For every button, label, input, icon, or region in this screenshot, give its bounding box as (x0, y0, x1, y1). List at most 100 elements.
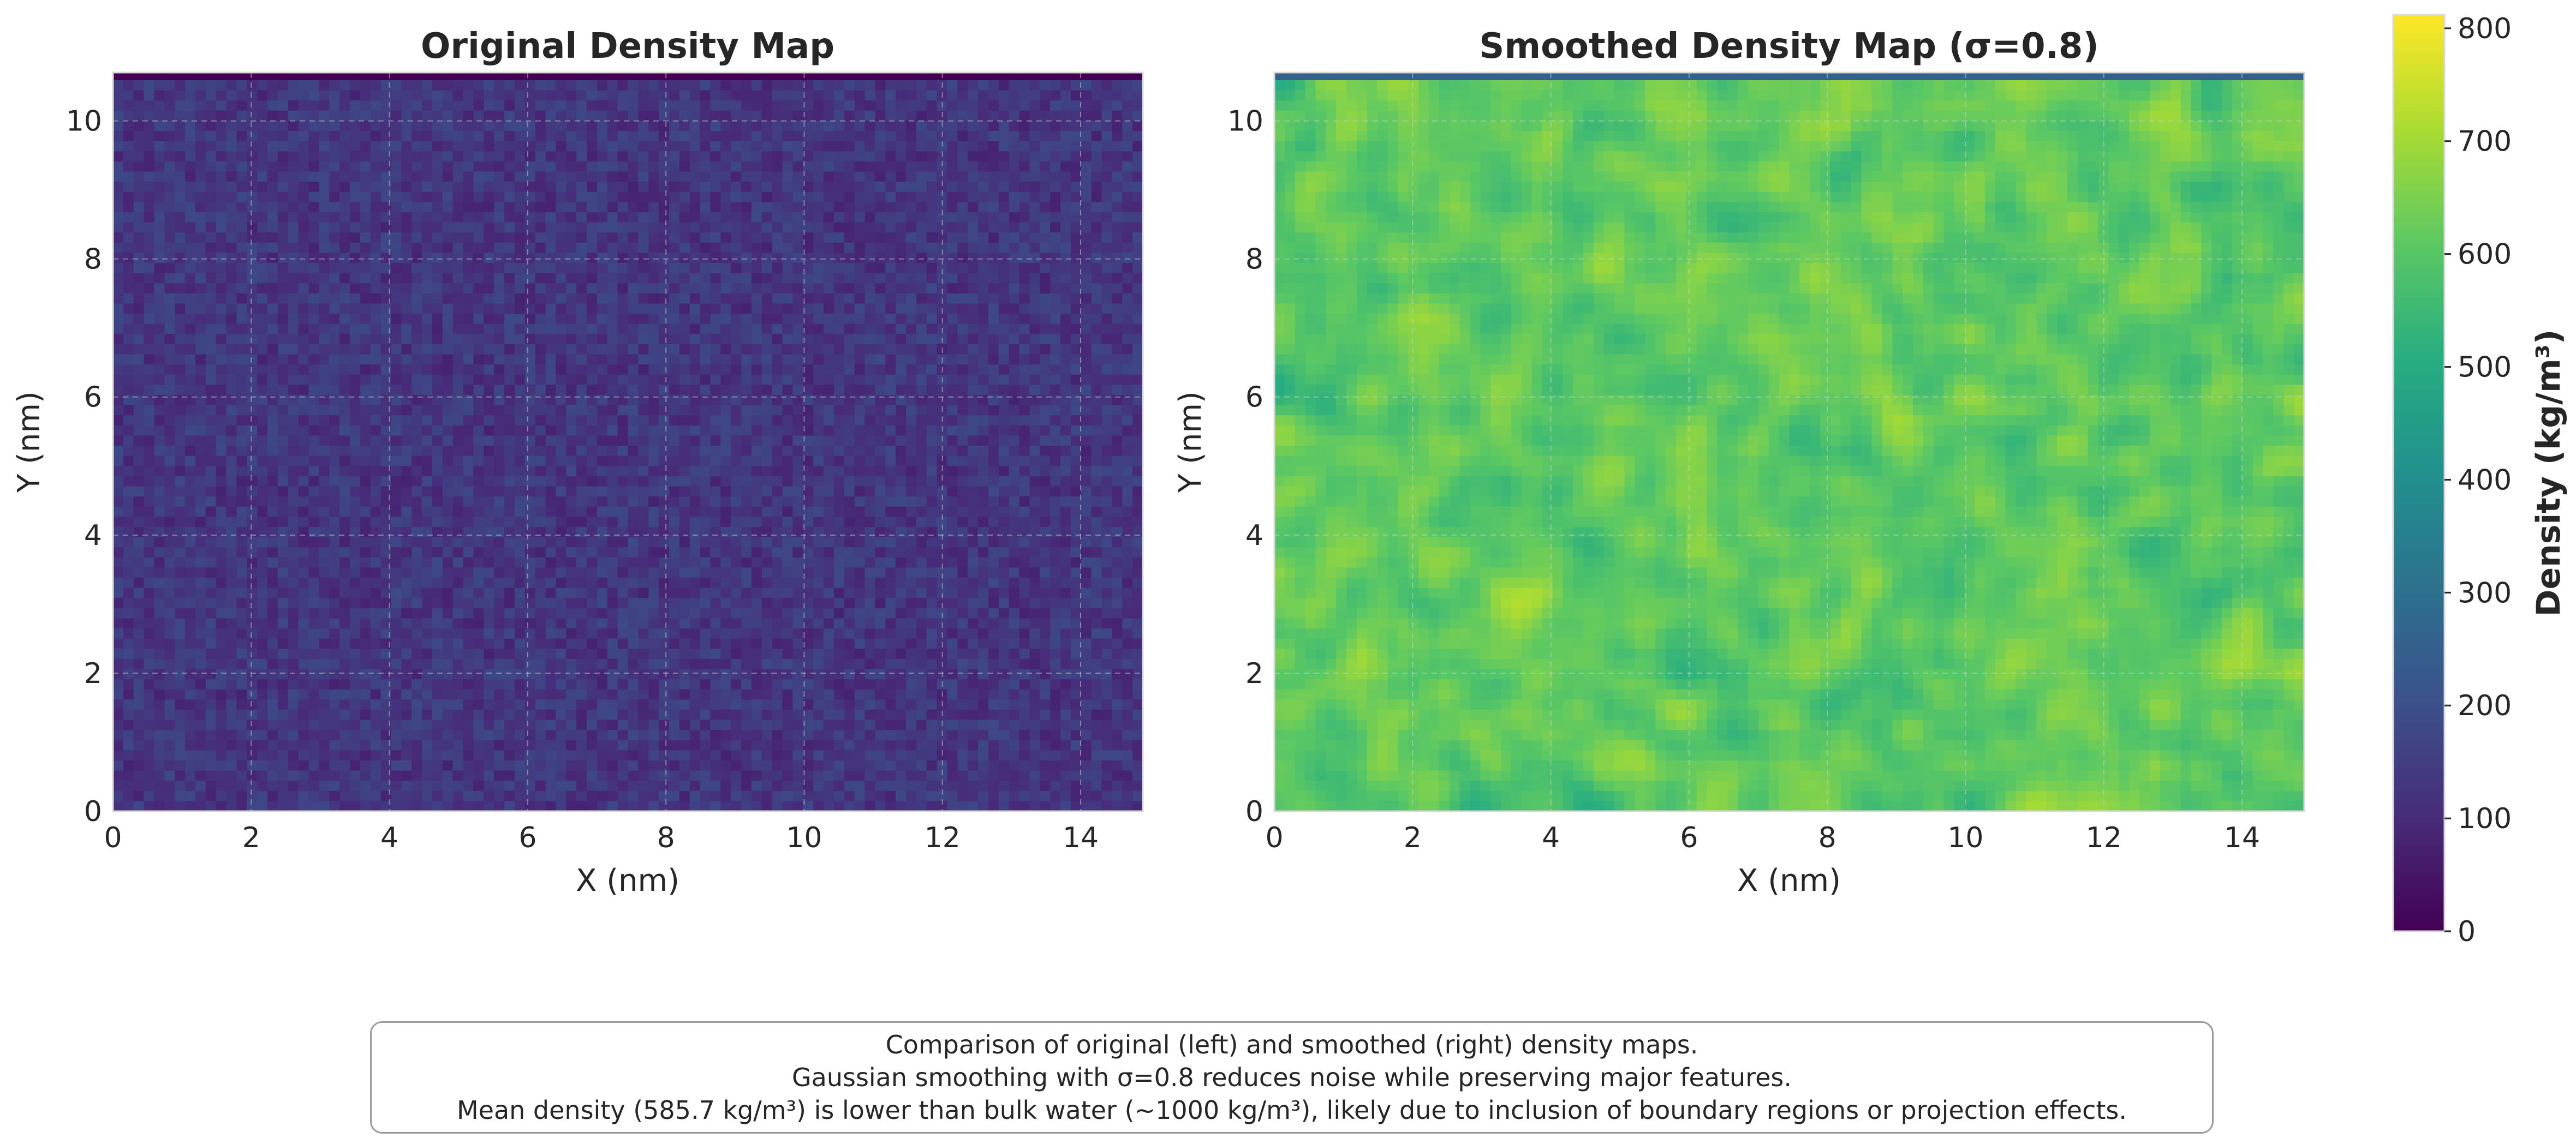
heatmap-cell (752, 121, 762, 131)
heatmap-cell (185, 578, 195, 588)
heatmap-cell (216, 91, 226, 101)
heatmap-cell (896, 131, 906, 141)
heatmap-cell (679, 355, 690, 365)
heatmap-cell (319, 375, 329, 385)
heatmap-cell (607, 344, 618, 355)
heatmap-cell (916, 111, 927, 121)
heatmap-cell (947, 121, 957, 131)
heatmap-cell (597, 294, 607, 304)
heatmap-cell (1019, 324, 1030, 334)
heatmap-cell (319, 446, 329, 456)
heatmap-cell (648, 161, 659, 172)
heatmap-cell (473, 405, 484, 416)
heatmap-cell (339, 567, 350, 578)
heatmap-cell (1071, 121, 1081, 131)
heatmap-cell (1009, 385, 1019, 395)
heatmap-cell (257, 558, 267, 568)
heatmap-cell (824, 486, 834, 496)
heatmap-cell (453, 273, 463, 284)
heatmap-cell (299, 182, 309, 192)
heatmap-cell (175, 192, 185, 202)
heatmap-cell (731, 435, 741, 446)
heatmap-cell (1050, 131, 1060, 141)
heatmap-cell (638, 578, 648, 588)
heatmap-cell (947, 161, 957, 172)
heatmap-cell (329, 435, 339, 446)
heatmap-cell (546, 243, 556, 253)
heatmap-cell (1112, 100, 1122, 111)
heatmap-cell (752, 466, 762, 476)
heatmap-cell (236, 486, 247, 496)
heatmap-cell (339, 415, 350, 426)
heatmap-cell (412, 273, 422, 284)
heatmap-cell (1122, 263, 1132, 273)
heatmap-cell (257, 283, 267, 294)
heatmap-cell (1122, 151, 1132, 161)
heatmap-cell (484, 426, 494, 436)
heatmap-cell (164, 294, 175, 304)
heatmap-cell (824, 375, 834, 385)
heatmap-cell (1029, 212, 1040, 223)
heatmap-cell (824, 253, 834, 263)
heatmap-cell (350, 223, 360, 233)
heatmap-cell (371, 567, 381, 578)
heatmap-cell (371, 517, 381, 527)
heatmap-cell (226, 131, 237, 141)
heatmap-cell (906, 223, 916, 233)
heatmap-cell (720, 426, 731, 436)
heatmap-cell (1071, 466, 1081, 476)
heatmap-cell (1122, 426, 1132, 436)
heatmap-cell (206, 80, 216, 91)
heatmap-cell (1019, 456, 1030, 466)
heatmap-cell (1029, 223, 1040, 233)
heatmap-cell (597, 476, 607, 487)
heatmap-cell (896, 385, 906, 395)
heatmap-cell (865, 496, 875, 507)
heatmap-cell (175, 80, 185, 91)
heatmap-cell (494, 131, 504, 141)
heatmap-cell (607, 253, 618, 263)
heatmap-cell (154, 80, 164, 91)
heatmap-cell (885, 111, 896, 121)
heatmap-cell (792, 121, 803, 131)
heatmap-cell (1132, 263, 1143, 273)
heatmap-cell (875, 385, 885, 395)
heatmap-cell (123, 273, 134, 284)
heatmap-cell (576, 375, 587, 385)
heatmap-cell (154, 223, 164, 233)
heatmap-cell (731, 151, 741, 161)
heatmap-cell (628, 273, 639, 284)
heatmap-cell (154, 466, 164, 476)
heatmap-cell (607, 324, 618, 334)
heatmap-cell (875, 547, 885, 558)
heatmap-cell (257, 111, 267, 121)
heatmap-cell (710, 446, 720, 456)
heatmap-cell (885, 405, 896, 416)
heatmap-cell (484, 294, 494, 304)
heatmap-cell (947, 223, 957, 233)
heatmap-cell (710, 517, 720, 527)
heatmap-cell (968, 100, 978, 111)
heatmap-cell (309, 232, 319, 243)
heatmap-cell (865, 324, 875, 334)
heatmap-cell (885, 476, 896, 487)
heatmap-cell (988, 496, 999, 507)
original-heatmap-cells (113, 73, 1143, 812)
heatmap-cell (195, 80, 206, 91)
heatmap-cell (587, 456, 597, 466)
heatmap-cell (339, 527, 350, 537)
heatmap-cell (1029, 243, 1040, 253)
heatmap-cell (494, 364, 504, 375)
heatmap-cell (855, 355, 865, 365)
heatmap-cell (731, 547, 741, 558)
heatmap-cell (391, 466, 401, 476)
heatmap-cell (1050, 435, 1060, 446)
heatmap-cell (525, 507, 535, 517)
heatmap-cell (978, 202, 988, 212)
heatmap-cell (669, 232, 679, 243)
heatmap-cell (752, 537, 762, 548)
heatmap-cell (391, 202, 401, 212)
heatmap-cell (113, 476, 123, 487)
heatmap-cell (885, 344, 896, 355)
heatmap-cell (339, 355, 350, 365)
